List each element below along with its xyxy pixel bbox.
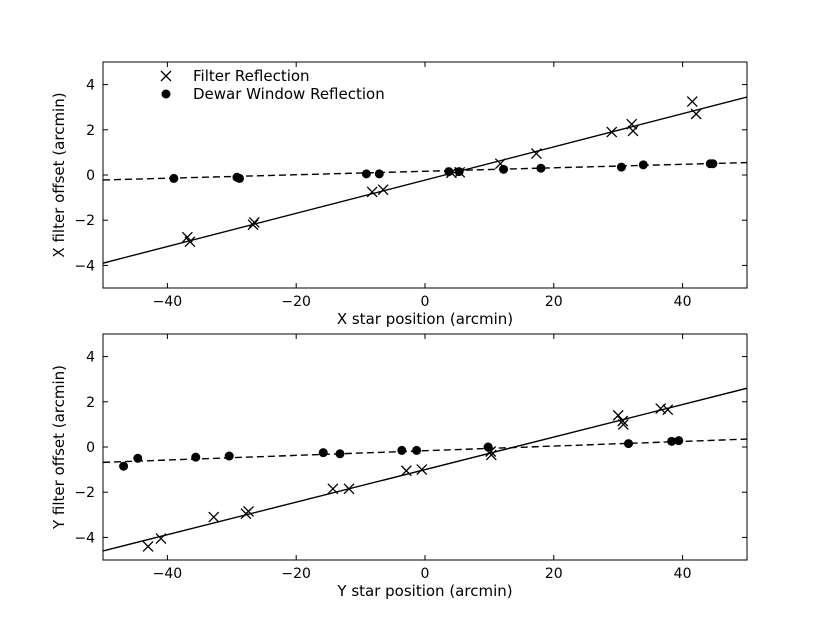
y-tick-label: −2: [74, 213, 95, 229]
x-tick-label: −40: [153, 294, 183, 310]
filter-reflection-point: [400, 465, 412, 477]
dewar-window-point: [624, 439, 634, 449]
dewar-window-point: [412, 445, 422, 455]
dewar-window-point: [235, 173, 245, 183]
dewar-window-point: [361, 169, 371, 179]
dewar-window-point: [499, 164, 509, 174]
plot-area: [103, 62, 747, 288]
filter-reflection-point: [184, 236, 196, 248]
filter-reflection-point: [155, 533, 167, 544]
dewar-window-point: [667, 436, 677, 446]
plot-frame: [102, 61, 748, 289]
dewar-window-point: [119, 461, 129, 471]
plot-area: [103, 334, 747, 560]
dewar-window-point: [374, 169, 384, 179]
filter-reflection-point: [612, 409, 624, 421]
filter-fit-line: [103, 96, 747, 264]
y-tick-label: −4: [74, 530, 95, 546]
x-tick-label: −20: [281, 294, 311, 310]
filter-reflection-point: [327, 483, 339, 495]
dewar-window-point: [191, 452, 201, 462]
x-tick-label: −20: [281, 566, 311, 582]
filter-reflection-point: [617, 415, 629, 427]
dewar-window-point: [638, 160, 648, 170]
dewar-window-point: [483, 442, 493, 452]
dewar-window-point: [674, 436, 684, 446]
filter-reflection-point: [485, 449, 497, 461]
dewar-window-point: [444, 167, 454, 177]
x-axis-label: Y star position (arcmin): [336, 582, 512, 600]
x-tick-label: 0: [421, 294, 430, 310]
y-tick-label: 2: [86, 123, 95, 139]
dewar-fit-line: [103, 161, 747, 181]
filter-reflection-point: [377, 184, 389, 196]
filter-reflection-point: [247, 219, 259, 231]
x-tick-label: 20: [545, 566, 563, 582]
filter-reflection-point: [366, 186, 378, 198]
dewar-fit-line: [103, 438, 747, 464]
filter-reflection-point: [662, 404, 674, 416]
y-tick-label: 2: [86, 395, 95, 411]
dewar-window-point: [616, 162, 626, 172]
x-tick-label: 40: [674, 566, 692, 582]
filter-reflection-point: [142, 540, 154, 552]
filter-reflection-point: [626, 118, 638, 130]
legend-label: Dewar Window Reflection: [193, 85, 385, 103]
x-tick-label: 40: [674, 294, 692, 310]
dewar-window-point: [397, 445, 407, 455]
y-axis-label: Y filter offset (arcmin): [50, 365, 68, 530]
dewar-window-point: [224, 451, 234, 461]
dewar-window-point: [318, 448, 328, 458]
filter-reflection-point: [248, 217, 260, 228]
filter-reflection-point: [343, 483, 355, 495]
dewar-window-point: [708, 159, 718, 169]
legend-filter-marker: [160, 70, 172, 82]
dewar-window-point: [133, 453, 143, 463]
legend-label: Filter Reflection: [193, 67, 310, 85]
filter-fit-line: [103, 387, 747, 552]
x-axis-label: X star position (arcmin): [337, 310, 513, 328]
filter-reflection-point: [606, 126, 618, 138]
y-tick-label: 0: [86, 440, 95, 456]
y-axis-label: X filter offset (arcmin): [50, 92, 68, 257]
filter-reflection-point: [627, 125, 639, 137]
y-tick-label: 4: [86, 78, 95, 94]
x-tick-label: −40: [153, 566, 183, 582]
x-tick-label: 20: [545, 294, 563, 310]
dewar-window-point: [335, 449, 345, 459]
x-tick-label: 0: [421, 566, 430, 582]
dewar-window-point: [454, 167, 464, 177]
dewar-window-point: [169, 173, 179, 183]
filter-reflection-point: [243, 505, 255, 517]
legend-dewar-marker: [161, 89, 171, 99]
filter-reflection-point: [690, 108, 702, 120]
y-tick-label: 0: [86, 168, 95, 184]
plot-frame: [102, 333, 748, 561]
filter-reflection-point: [416, 464, 428, 476]
filter-reflection-point: [617, 418, 629, 430]
y-tick-label: −2: [74, 485, 95, 501]
filter-reflection-point: [530, 148, 542, 159]
y-tick-label: 4: [86, 350, 95, 366]
y-tick-label: −4: [74, 258, 95, 274]
filter-reflection-point: [208, 511, 220, 523]
dewar-window-point: [536, 163, 546, 173]
filter-reflection-point: [686, 96, 698, 108]
